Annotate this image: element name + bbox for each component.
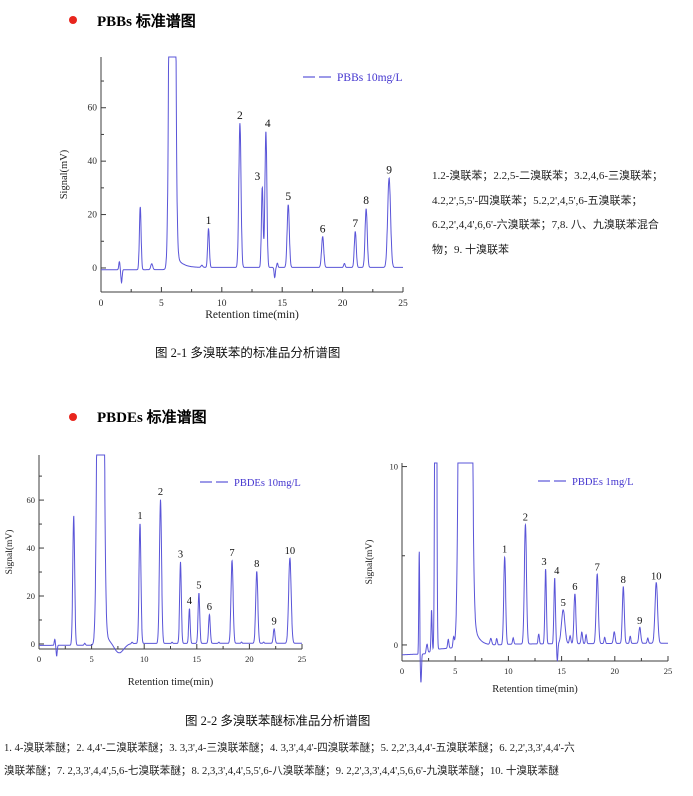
svg-text:0: 0: [99, 299, 104, 309]
svg-text:2: 2: [237, 110, 243, 122]
svg-text:10: 10: [140, 654, 149, 664]
svg-text:6: 6: [320, 223, 326, 235]
svg-text:8: 8: [621, 575, 626, 586]
bullet-icon: [69, 16, 77, 24]
svg-text:3: 3: [178, 549, 183, 560]
svg-text:8: 8: [254, 559, 259, 570]
svg-text:10: 10: [504, 666, 513, 676]
fig2-caption: 图 2-2 多溴联苯醚标准品分析谱图: [185, 714, 371, 728]
svg-text:3: 3: [255, 171, 261, 183]
svg-text:1: 1: [206, 215, 212, 227]
svg-text:20: 20: [245, 654, 254, 664]
svg-text:7: 7: [595, 562, 600, 573]
svg-text:Signal(mV): Signal(mV): [364, 540, 375, 585]
annotation-line: 物；9. 十溴联苯: [432, 243, 509, 256]
svg-text:10: 10: [285, 546, 296, 557]
svg-text:10: 10: [390, 462, 399, 472]
svg-text:9: 9: [271, 617, 276, 628]
svg-text:10: 10: [651, 571, 662, 582]
svg-text:Retention time(min): Retention time(min): [205, 309, 299, 321]
svg-text:7: 7: [229, 548, 234, 559]
annotation-line: 1.2-溴联苯；2.2,5-二溴联苯；3.2,4,6-三溴联苯；: [432, 170, 663, 182]
svg-text:25: 25: [398, 299, 408, 309]
svg-text:10: 10: [217, 299, 227, 309]
section1-heading: PBBs 标准谱图: [97, 14, 196, 30]
svg-text:5: 5: [561, 598, 566, 609]
svg-text:Signal(mV): Signal(mV): [4, 530, 15, 575]
svg-text:5: 5: [89, 654, 93, 664]
bullet-icon: [69, 413, 77, 421]
svg-text:25: 25: [664, 666, 673, 676]
svg-text:20: 20: [611, 666, 620, 676]
svg-text:Signal(mV): Signal(mV): [59, 149, 70, 199]
annotation-line: 4.2,2',5,5'-四溴联苯；5.2,2',4,5',6-五溴联苯；: [432, 194, 643, 207]
svg-text:4: 4: [187, 596, 193, 607]
svg-text:60: 60: [88, 104, 98, 114]
svg-text:6: 6: [207, 602, 212, 613]
fig2-compound-list: 1. 4-溴联苯醚；2. 4,4'-二溴联苯醚；3. 3,3',4-三溴联苯醚；…: [4, 740, 693, 778]
annotation-line: 6.2,2',4,4',6,6'-六溴联苯；7,8. 八、九溴联苯混合: [432, 219, 659, 231]
svg-text:20: 20: [27, 591, 36, 601]
svg-text:0: 0: [92, 264, 97, 274]
svg-text:4: 4: [554, 566, 560, 577]
fig1-annotation: 1.2-溴联苯；2.2,5-二溴联苯；3.2,4,6-三溴联苯； 4.2,2',…: [432, 164, 693, 262]
svg-text:15: 15: [557, 666, 566, 676]
svg-text:PBDEs 1mg/L: PBDEs 1mg/L: [572, 477, 634, 488]
svg-text:6: 6: [572, 582, 577, 593]
svg-text:15: 15: [193, 654, 202, 664]
svg-text:7: 7: [352, 218, 358, 230]
svg-text:15: 15: [277, 299, 287, 309]
svg-text:20: 20: [338, 299, 348, 309]
svg-text:0: 0: [31, 639, 35, 649]
svg-text:9: 9: [386, 165, 392, 177]
svg-text:9: 9: [637, 616, 642, 627]
fig1-caption: 图 2-1 多溴联苯的标准品分析谱图: [155, 346, 341, 360]
compound-list-line: 溴联苯醚；7. 2,3,3',4,4',5,6-七溴联苯醚；8. 2,3,3',…: [4, 766, 559, 777]
svg-text:2: 2: [523, 512, 528, 523]
svg-text:1: 1: [137, 511, 142, 522]
compound-list-line: 1. 4-溴联苯醚；2. 4,4'-二溴联苯醚；3. 3,3',4-三溴联苯醚；…: [4, 743, 575, 754]
svg-text:8: 8: [363, 195, 369, 207]
svg-text:0: 0: [394, 640, 398, 650]
svg-text:5: 5: [159, 299, 164, 309]
svg-text:PBDEs 10mg/L: PBDEs 10mg/L: [234, 478, 301, 489]
svg-text:40: 40: [27, 543, 36, 553]
svg-text:20: 20: [88, 211, 98, 221]
svg-text:0: 0: [37, 654, 41, 664]
svg-text:4: 4: [265, 118, 271, 130]
svg-text:5: 5: [285, 191, 291, 203]
svg-text:1: 1: [502, 545, 507, 556]
svg-text:Retention time(min): Retention time(min): [128, 677, 214, 688]
svg-text:40: 40: [88, 157, 98, 167]
svg-text:5: 5: [196, 581, 201, 592]
svg-text:Retention time(min): Retention time(min): [492, 684, 578, 695]
section2-heading: PBDEs 标准谱图: [97, 410, 207, 426]
svg-text:60: 60: [27, 495, 36, 505]
svg-text:3: 3: [541, 557, 546, 568]
svg-text:PBBs 10mg/L: PBBs 10mg/L: [337, 72, 403, 84]
svg-text:5: 5: [453, 666, 457, 676]
svg-text:0: 0: [400, 666, 404, 676]
svg-text:25: 25: [298, 654, 307, 664]
svg-text:2: 2: [158, 487, 163, 498]
